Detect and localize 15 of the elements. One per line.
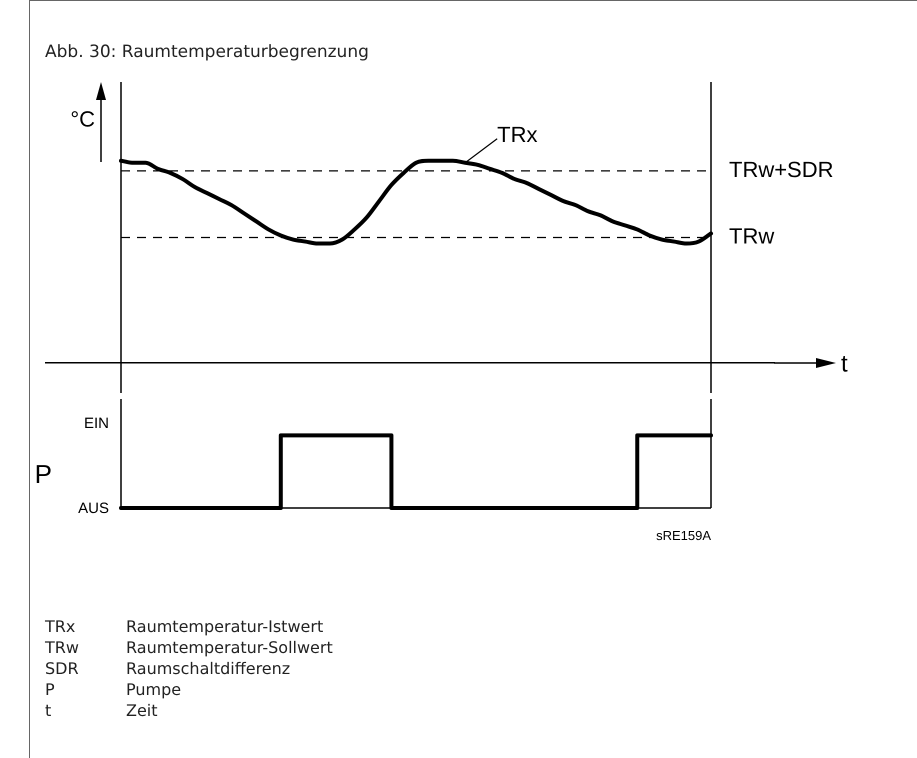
text: TRw Raumtemperatur-Sollwert xyxy=(45,638,333,657)
text: t Zeit xyxy=(45,701,158,720)
ref-line-label: TRw+SDR xyxy=(729,156,834,182)
ref-line-label: TRw xyxy=(729,224,774,249)
text: P Pumpe xyxy=(45,680,182,699)
y-axis-title: P xyxy=(34,458,52,489)
text: EIN xyxy=(84,414,109,432)
series-label: TRx xyxy=(497,122,538,147)
x-axis-title: t xyxy=(841,350,848,378)
text: TRx Raumtemperatur-Istwert xyxy=(45,617,324,636)
chart-title: Abb. 30: Raumtemperaturbegrenzung xyxy=(45,42,369,62)
text: AUS xyxy=(78,500,109,518)
text: SDR Raumschaltdifferenz xyxy=(45,659,290,678)
y-axis-title: °C xyxy=(70,106,96,132)
text: sRE159A xyxy=(656,528,712,544)
